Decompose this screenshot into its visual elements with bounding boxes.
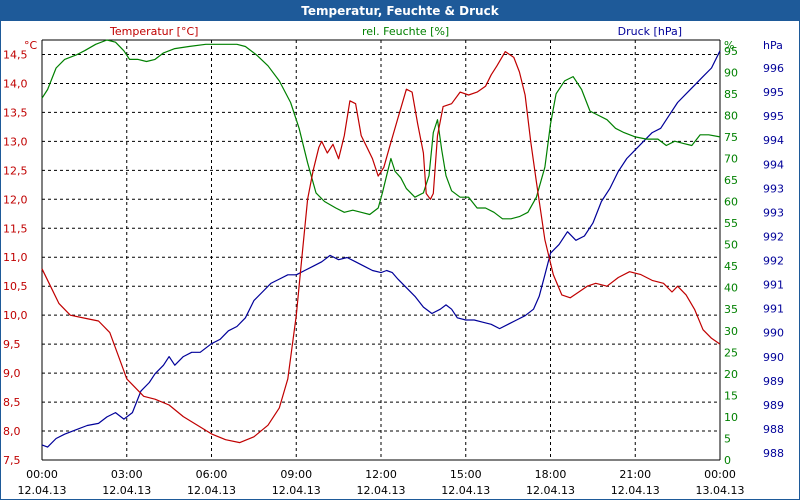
pressure-tick-label: 993 [763,206,784,219]
pressure-tick-label: 991 [763,303,784,316]
humidity-tick-label: 80 [724,109,738,122]
humidity-tick-label: 15 [724,389,738,402]
temperature-tick-label: 13,5 [3,106,28,119]
x-tick-time-label: 18:00 [535,468,567,481]
x-tick-time-label: 03:00 [111,468,143,481]
temperature-tick-label: 10,5 [3,280,28,293]
temperature-tick-label: 13,0 [3,135,28,148]
pressure-tick-label: 988 [763,447,784,460]
x-tick-date-label: 12.04.13 [611,484,660,497]
humidity-tick-label: 45 [724,260,738,273]
pressure-tick-label: 993 [763,182,784,195]
humidity-tick-label: 95 [724,45,738,58]
humidity-tick-label: 35 [724,303,738,316]
humidity-tick-label: 50 [724,239,738,252]
pressure-tick-label: 990 [763,351,784,364]
x-tick-time-label: 06:00 [196,468,228,481]
x-tick-date-label: 12.04.13 [102,484,151,497]
x-tick-time-label: 15:00 [450,468,482,481]
pressure-unit-label: hPa [763,39,783,52]
humidity-unit-label: % [724,39,734,52]
temperature-series-line [41,50,721,444]
temperature-tick-label: 8,5 [3,396,21,409]
x-tick-time-label: 12:00 [365,468,397,481]
pressure-tick-label: 989 [763,399,784,412]
temperature-tick-label: 11,5 [3,222,28,235]
pressure-series-line [41,50,721,448]
humidity-tick-label: 55 [724,217,738,230]
temperature-tick-label: 12,0 [3,193,28,206]
x-tick-date-label: 12.04.13 [357,484,406,497]
humidity-tick-label: 65 [724,174,738,187]
temperature-tick-label: 7,5 [3,454,21,467]
temperature-unit-label: °C [24,39,38,52]
humidity-tick-label: 90 [724,66,738,79]
temperature-axis-label: Temperatur [°C] [109,25,198,38]
pressure-tick-label: 992 [763,230,784,243]
temperature-tick-label: 8,0 [3,425,21,438]
temperature-tick-label: 9,5 [3,338,21,351]
humidity-tick-label: 85 [724,88,738,101]
pressure-tick-label: 990 [763,327,784,340]
x-tick-time-label: 00:00 [26,468,58,481]
pressure-tick-label: 994 [763,134,784,147]
pressure-tick-label: 996 [763,62,784,75]
temperature-tick-label: 14,5 [3,48,28,61]
chart-title: Temperatur, Feuchte & Druck [1,1,799,21]
humidity-tick-label: 20 [724,368,738,381]
pressure-tick-label: 995 [763,110,784,123]
humidity-tick-label: 0 [724,454,731,467]
pressure-tick-label: 991 [763,279,784,292]
x-tick-date-label: 12.04.13 [272,484,321,497]
humidity-tick-label: 40 [724,282,738,295]
temperature-tick-label: 12,5 [3,164,28,177]
humidity-tick-label: 5 [724,432,731,445]
temperature-tick-label: 14,0 [3,77,28,90]
x-tick-date-label: 12.04.13 [18,484,67,497]
x-tick-time-label: 09:00 [280,468,312,481]
x-tick-date-label: 12.04.13 [187,484,236,497]
humidity-tick-label: 10 [724,411,738,424]
pressure-tick-label: 989 [763,375,784,388]
pressure-tick-label: 988 [763,423,784,436]
humidity-series-line [41,39,721,220]
humidity-axis-label: rel. Feuchte [%] [362,25,449,38]
x-tick-date-label: 12.04.13 [441,484,490,497]
humidity-tick-label: 70 [724,152,738,165]
humidity-tick-label: 75 [724,131,738,144]
humidity-tick-label: 60 [724,196,738,209]
pressure-tick-label: 994 [763,158,784,171]
x-tick-date-label: 12.04.13 [526,484,575,497]
x-tick-time-label: 00:00 [704,468,736,481]
humidity-tick-label: 25 [724,346,738,359]
temperature-tick-label: 11,0 [3,251,28,264]
x-tick-date-label: 13.04.13 [696,484,745,497]
pressure-tick-label: 995 [763,86,784,99]
humidity-tick-label: 30 [724,325,738,338]
temperature-tick-label: 9,0 [3,367,21,380]
x-tick-time-label: 21:00 [619,468,651,481]
temperature-tick-label: 10,0 [3,309,28,322]
pressure-tick-label: 992 [763,255,784,268]
pressure-axis-label: Druck [hPa] [618,25,682,38]
